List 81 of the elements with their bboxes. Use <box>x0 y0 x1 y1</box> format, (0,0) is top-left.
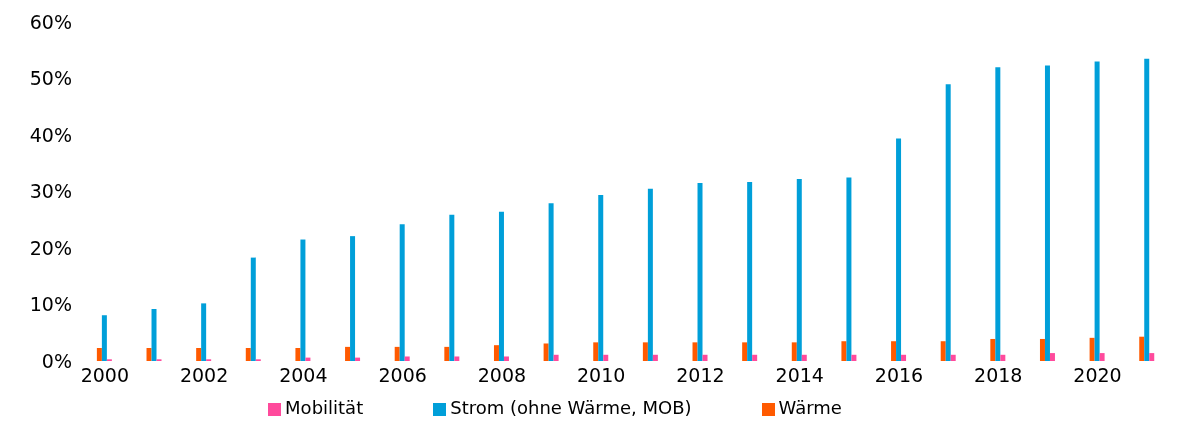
bar <box>752 354 758 361</box>
y-tick-label: 40% <box>29 123 72 146</box>
bar <box>851 354 857 361</box>
bar <box>603 354 609 361</box>
bar <box>940 341 946 361</box>
bar <box>642 342 648 361</box>
bar <box>1094 61 1100 361</box>
y-tick-label: 60% <box>29 10 72 33</box>
bar <box>345 346 351 361</box>
x-tick-label: 2018 <box>974 364 1023 387</box>
bar <box>1000 354 1006 361</box>
bar <box>1099 353 1105 361</box>
bar <box>598 194 604 361</box>
legend-label: Strom (ohne Wärme, MOB) <box>450 397 692 418</box>
bar <box>493 345 499 361</box>
bar <box>896 138 902 361</box>
x-tick-label: 2016 <box>874 364 924 387</box>
bar <box>454 356 460 361</box>
x-tick-label: 2014 <box>775 364 824 387</box>
bar <box>702 354 708 361</box>
x-tick-label: 2006 <box>378 364 427 387</box>
bar <box>503 356 509 361</box>
x-tick-label: 2020 <box>1073 364 1122 387</box>
bar <box>1049 353 1055 361</box>
legend-label: Wärme <box>778 397 842 418</box>
bar <box>901 354 907 361</box>
bar <box>791 342 797 361</box>
bar <box>146 348 152 361</box>
bar <box>1149 353 1155 361</box>
bar <box>950 354 956 361</box>
bar <box>1044 65 1050 361</box>
y-tick-label: 10% <box>29 293 72 316</box>
bar <box>151 309 157 361</box>
bar <box>350 236 356 361</box>
x-tick-label: 2008 <box>477 364 527 387</box>
x-tick-label: 2012 <box>676 364 725 387</box>
bar <box>742 342 748 361</box>
bar <box>846 177 852 361</box>
bar <box>399 224 405 361</box>
bar <box>945 84 951 361</box>
bar <box>593 342 599 361</box>
bar <box>196 348 202 361</box>
bar <box>300 239 306 361</box>
bar <box>747 181 753 361</box>
x-tick-label: 2000 <box>80 364 129 387</box>
bar <box>553 354 559 361</box>
bar <box>1039 338 1045 361</box>
bar <box>647 188 653 361</box>
bar <box>444 346 450 361</box>
bar <box>449 214 455 361</box>
x-tick-label: 2002 <box>179 364 229 387</box>
bar <box>201 303 207 361</box>
y-tick-label: 20% <box>29 236 72 259</box>
bar <box>891 341 897 361</box>
bar <box>394 346 400 361</box>
bar <box>692 342 698 361</box>
bar <box>995 67 1001 361</box>
bar <box>1139 336 1145 361</box>
bar <box>990 338 996 361</box>
bar <box>548 203 554 361</box>
bar <box>245 348 251 361</box>
bar <box>543 343 549 361</box>
bar <box>101 315 107 361</box>
bar <box>295 348 301 361</box>
bar <box>498 211 504 361</box>
y-tick-label: 50% <box>29 67 72 90</box>
bar <box>404 356 410 361</box>
bar <box>652 354 658 361</box>
y-tick-label: 0% <box>41 349 72 372</box>
bar <box>801 354 807 361</box>
bar <box>250 257 256 361</box>
bar <box>697 183 703 361</box>
bar <box>841 341 847 361</box>
legend-label: Mobilität <box>285 397 364 418</box>
y-tick-label: 30% <box>29 180 72 203</box>
bar <box>1089 337 1095 361</box>
x-tick-label: 2004 <box>279 364 328 387</box>
bar <box>1144 58 1150 361</box>
x-tick-label: 2010 <box>577 364 626 387</box>
bar <box>796 179 802 361</box>
bar <box>96 348 102 361</box>
